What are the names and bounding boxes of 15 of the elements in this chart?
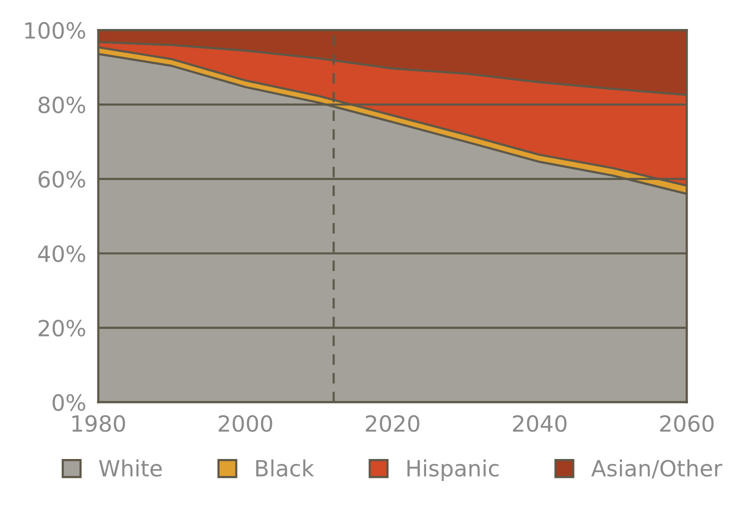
legend-label: Hispanic [407,459,499,481]
y-tick-label: 0% [52,394,86,411]
y-tick-label: 20% [38,320,86,337]
x-tick-label: 2020 [366,415,420,432]
x-tick-label: 2040 [513,415,566,432]
legend-label: Asian/Other [591,459,722,478]
y-tick-label: 40% [38,245,86,262]
legend-label: White [99,459,162,477]
x-tick-label: 2060 [660,415,714,432]
y-tick-label: 60% [38,170,86,188]
x-tick-label: 2000 [218,415,272,432]
y-tick-label: 80% [38,96,86,114]
legend-label: Black [256,459,314,477]
x-tick-label: 1980 [72,415,126,432]
y-tick-label: 100% [25,22,86,39]
